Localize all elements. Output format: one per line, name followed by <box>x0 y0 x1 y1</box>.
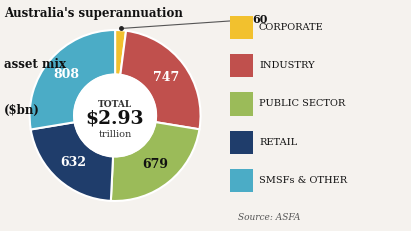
Text: Source: ASFA: Source: ASFA <box>238 213 301 222</box>
Text: SMSFs & OTHER: SMSFs & OTHER <box>259 176 347 185</box>
Wedge shape <box>115 30 126 75</box>
Text: 679: 679 <box>142 158 168 171</box>
Text: CORPORATE: CORPORATE <box>259 23 324 32</box>
Text: 747: 747 <box>153 71 179 84</box>
Circle shape <box>74 74 156 157</box>
Text: trillion: trillion <box>99 130 132 139</box>
Wedge shape <box>111 122 199 201</box>
Text: Australia's superannuation: Australia's superannuation <box>4 7 183 20</box>
Wedge shape <box>31 122 113 201</box>
Text: TOTAL: TOTAL <box>98 100 132 109</box>
Text: 808: 808 <box>54 68 80 81</box>
Text: $2.93: $2.93 <box>86 110 144 128</box>
Text: asset mix: asset mix <box>4 58 66 71</box>
Text: RETAIL: RETAIL <box>259 138 297 146</box>
Wedge shape <box>120 31 201 129</box>
Wedge shape <box>30 30 115 130</box>
Text: ($bn): ($bn) <box>4 104 40 117</box>
Text: INDUSTRY: INDUSTRY <box>259 61 314 70</box>
Text: 60: 60 <box>252 14 267 25</box>
Text: 632: 632 <box>60 156 86 169</box>
Text: PUBLIC SECTOR: PUBLIC SECTOR <box>259 100 345 108</box>
